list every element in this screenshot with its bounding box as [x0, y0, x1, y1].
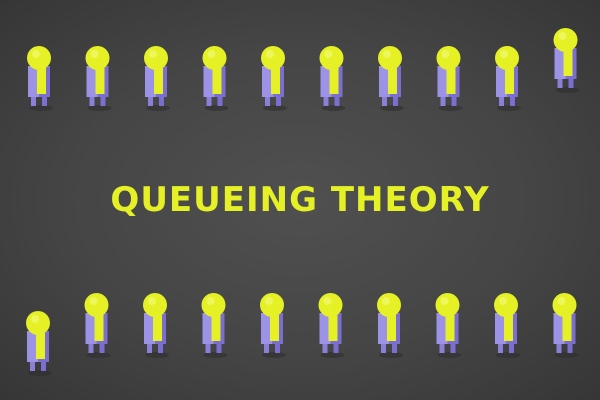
top-queue-person-9: [495, 46, 521, 111]
bottom-queue-person-1: [26, 311, 52, 376]
top-queue-person-7: [378, 46, 404, 111]
bottom-queue-person-9: [494, 293, 520, 358]
bottom-queue-person-10: [552, 293, 579, 358]
bottom-queue-person-6: [318, 293, 345, 358]
top-queue-person-5: [261, 46, 287, 111]
bottom-queue-person-3: [143, 293, 169, 358]
top-queue-person-2: [85, 46, 112, 111]
bottom-queue-person-7: [377, 293, 403, 358]
page-title: QUEUEING THEORY: [110, 180, 490, 220]
bottom-queue: [26, 293, 579, 376]
bottom-queue-person-5: [260, 293, 286, 358]
top-queue-person-10: [553, 28, 580, 93]
bottom-queue-person-4: [201, 293, 228, 358]
top-queue-person-6: [319, 46, 346, 111]
top-queue-person-8: [436, 46, 463, 111]
top-queue-person-3: [144, 46, 170, 111]
top-queue-person-4: [202, 46, 229, 111]
top-queue: [27, 28, 580, 111]
bottom-queue-person-2: [84, 293, 111, 358]
bottom-queue-person-8: [435, 293, 462, 358]
top-queue-person-1: [27, 46, 53, 111]
